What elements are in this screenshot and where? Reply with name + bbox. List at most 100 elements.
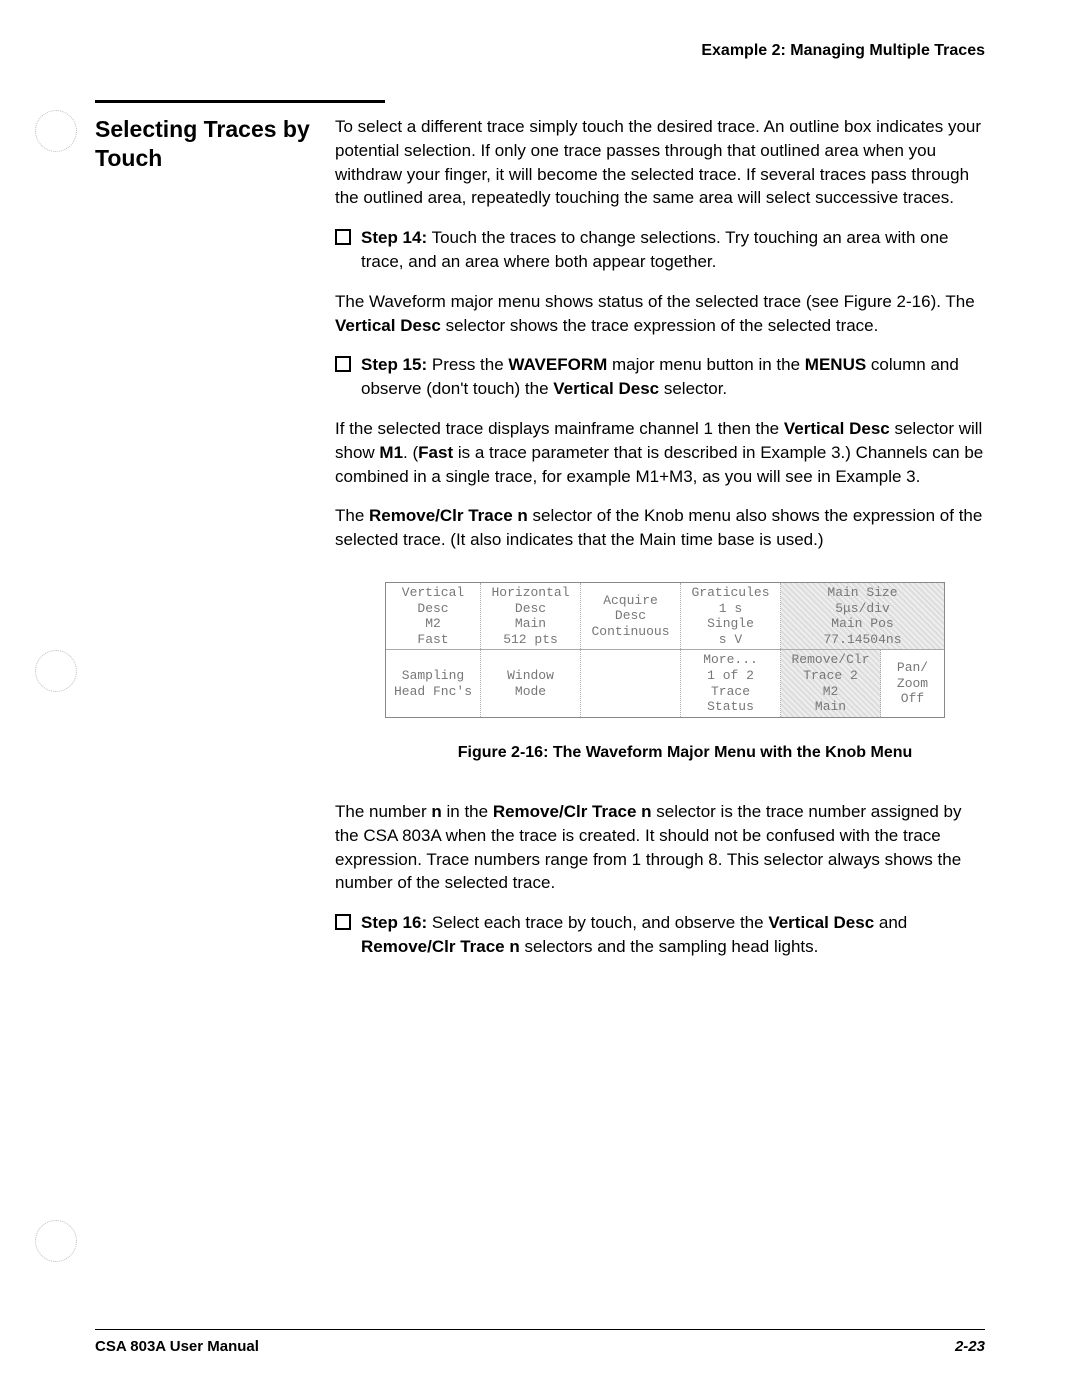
cell-line: Continuous — [585, 624, 676, 640]
text: The number — [335, 802, 431, 821]
checkbox-icon — [335, 356, 351, 372]
paragraph: The Waveform major menu shows status of … — [335, 290, 985, 338]
bold: Fast — [418, 443, 453, 462]
text: Select each trace by touch, and observe … — [432, 913, 768, 932]
menu-cell: Pan/ Zoom Off — [881, 650, 944, 716]
menu-cell — [581, 650, 681, 716]
page-header: Example 2: Managing Multiple Traces — [701, 40, 985, 62]
text: If the selected trace displays mainframe… — [335, 419, 784, 438]
bold: Vertical Desc — [335, 316, 441, 335]
waveform-menu-table: Vertical Desc M2 Fast Horizontal Desc Ma… — [385, 582, 945, 718]
binder-mark — [35, 110, 77, 152]
checkbox-icon — [335, 914, 351, 930]
cell-line: Horizontal — [485, 585, 576, 601]
cell-line: 512 pts — [485, 632, 576, 648]
cell-line: 1 s — [685, 601, 776, 617]
cell-line: Pan/ — [885, 660, 940, 676]
menu-cell: Vertical Desc M2 Fast — [386, 583, 481, 649]
cell-line: Main — [485, 616, 576, 632]
intro-paragraph: To select a different trace simply touch… — [335, 115, 985, 210]
cell-line: Trace 2 — [785, 668, 876, 684]
text: and — [874, 913, 907, 932]
step-label: Step 16: — [361, 913, 427, 932]
cell-line: Sampling — [390, 668, 476, 684]
menu-cell: Acquire Desc Continuous — [581, 583, 681, 649]
step-label: Step 14: — [361, 228, 427, 247]
checkbox-icon — [335, 229, 351, 245]
menu-cell: Window Mode — [481, 650, 581, 716]
paragraph: If the selected trace displays mainframe… — [335, 417, 985, 488]
step-text: Step 15: Press the WAVEFORM major menu b… — [361, 353, 985, 401]
cell-line: 1 of 2 — [685, 668, 776, 684]
cell-line: Graticules — [685, 585, 776, 601]
binder-mark — [35, 1220, 77, 1262]
bold: Remove/Clr Trace n — [361, 937, 520, 956]
cell-line: Mode — [485, 684, 576, 700]
text: selector. — [659, 379, 727, 398]
step-label: Step 15: — [361, 355, 427, 374]
cell-line: Head Fnc's — [390, 684, 476, 700]
cell-line: Acquire — [585, 593, 676, 609]
bold: n — [431, 802, 441, 821]
step-16: Step 16: Select each trace by touch, and… — [335, 911, 985, 959]
cell-line: Single — [685, 616, 776, 632]
text: major menu button in the — [607, 355, 805, 374]
cell-line: M2 — [785, 684, 876, 700]
paragraph: The number n in the Remove/Clr Trace n s… — [335, 800, 985, 895]
figure-2-16: Vertical Desc M2 Fast Horizontal Desc Ma… — [385, 582, 985, 764]
bold: M1 — [379, 443, 403, 462]
cell-line: Fast — [390, 632, 476, 648]
cell-line: Desc — [390, 601, 476, 617]
bold: WAVEFORM — [508, 355, 607, 374]
cell-line: Status — [685, 699, 776, 715]
cell-line: More... — [685, 652, 776, 668]
binder-mark — [35, 650, 77, 692]
menu-cell-shaded: Remove/Clr Trace 2 M2 Main — [781, 650, 881, 716]
step-text: Step 16: Select each trace by touch, and… — [361, 911, 985, 959]
cell-line: Vertical — [390, 585, 476, 601]
text: selector shows the trace expression of t… — [441, 316, 879, 335]
text: . ( — [403, 443, 418, 462]
menu-cell: More... 1 of 2 Trace Status — [681, 650, 781, 716]
paragraph: The Remove/Clr Trace n selector of the K… — [335, 504, 985, 552]
cell-line: Off — [885, 691, 940, 707]
cell-line: Window — [485, 668, 576, 684]
step-body: Touch the traces to change selections. T… — [361, 228, 949, 271]
table-row: Sampling Head Fnc's Window Mode More... … — [386, 650, 944, 716]
cell-line: Trace — [685, 684, 776, 700]
cell-line: Main — [785, 699, 876, 715]
table-row: Vertical Desc M2 Fast Horizontal Desc Ma… — [386, 583, 944, 650]
bold: MENUS — [805, 355, 866, 374]
bold: Vertical Desc — [784, 419, 890, 438]
body-column: To select a different trace simply touch… — [335, 115, 985, 975]
step-15: Step 15: Press the WAVEFORM major menu b… — [335, 353, 985, 401]
section-rule — [95, 100, 385, 103]
menu-cell: Horizontal Desc Main 512 pts — [481, 583, 581, 649]
cell-line: 77.14504ns — [785, 632, 940, 648]
cell-line: Desc — [485, 601, 576, 617]
text: The Waveform major menu shows status of … — [335, 292, 975, 311]
step-14: Step 14: Touch the traces to change sele… — [335, 226, 985, 274]
bold: Vertical Desc — [553, 379, 659, 398]
cell-line: 5μs/div — [785, 601, 940, 617]
cell-line: Desc — [585, 608, 676, 624]
text: Press the — [432, 355, 509, 374]
step-text: Step 14: Touch the traces to change sele… — [361, 226, 985, 274]
menu-cell: Graticules 1 s Single s V — [681, 583, 781, 649]
menu-cell-shaded: Main Size 5μs/div Main Pos 77.14504ns — [781, 583, 944, 649]
text: selectors and the sampling head lights. — [520, 937, 819, 956]
bold: Vertical Desc — [768, 913, 874, 932]
page-footer: CSA 803A User Manual 2-23 — [95, 1329, 985, 1357]
cell-line: Remove/Clr — [785, 652, 876, 668]
cell-line: M2 — [390, 616, 476, 632]
figure-caption: Figure 2-16: The Waveform Major Menu wit… — [385, 742, 985, 764]
cell-line: s V — [685, 632, 776, 648]
text: The — [335, 506, 369, 525]
cell-line: Main Pos — [785, 616, 940, 632]
cell-line: Main Size — [785, 585, 940, 601]
bold: Remove/Clr Trace n — [369, 506, 528, 525]
text: in the — [442, 802, 493, 821]
bold: Remove/Clr Trace n — [493, 802, 652, 821]
footer-left: CSA 803A User Manual — [95, 1336, 259, 1357]
menu-cell: Sampling Head Fnc's — [386, 650, 481, 716]
